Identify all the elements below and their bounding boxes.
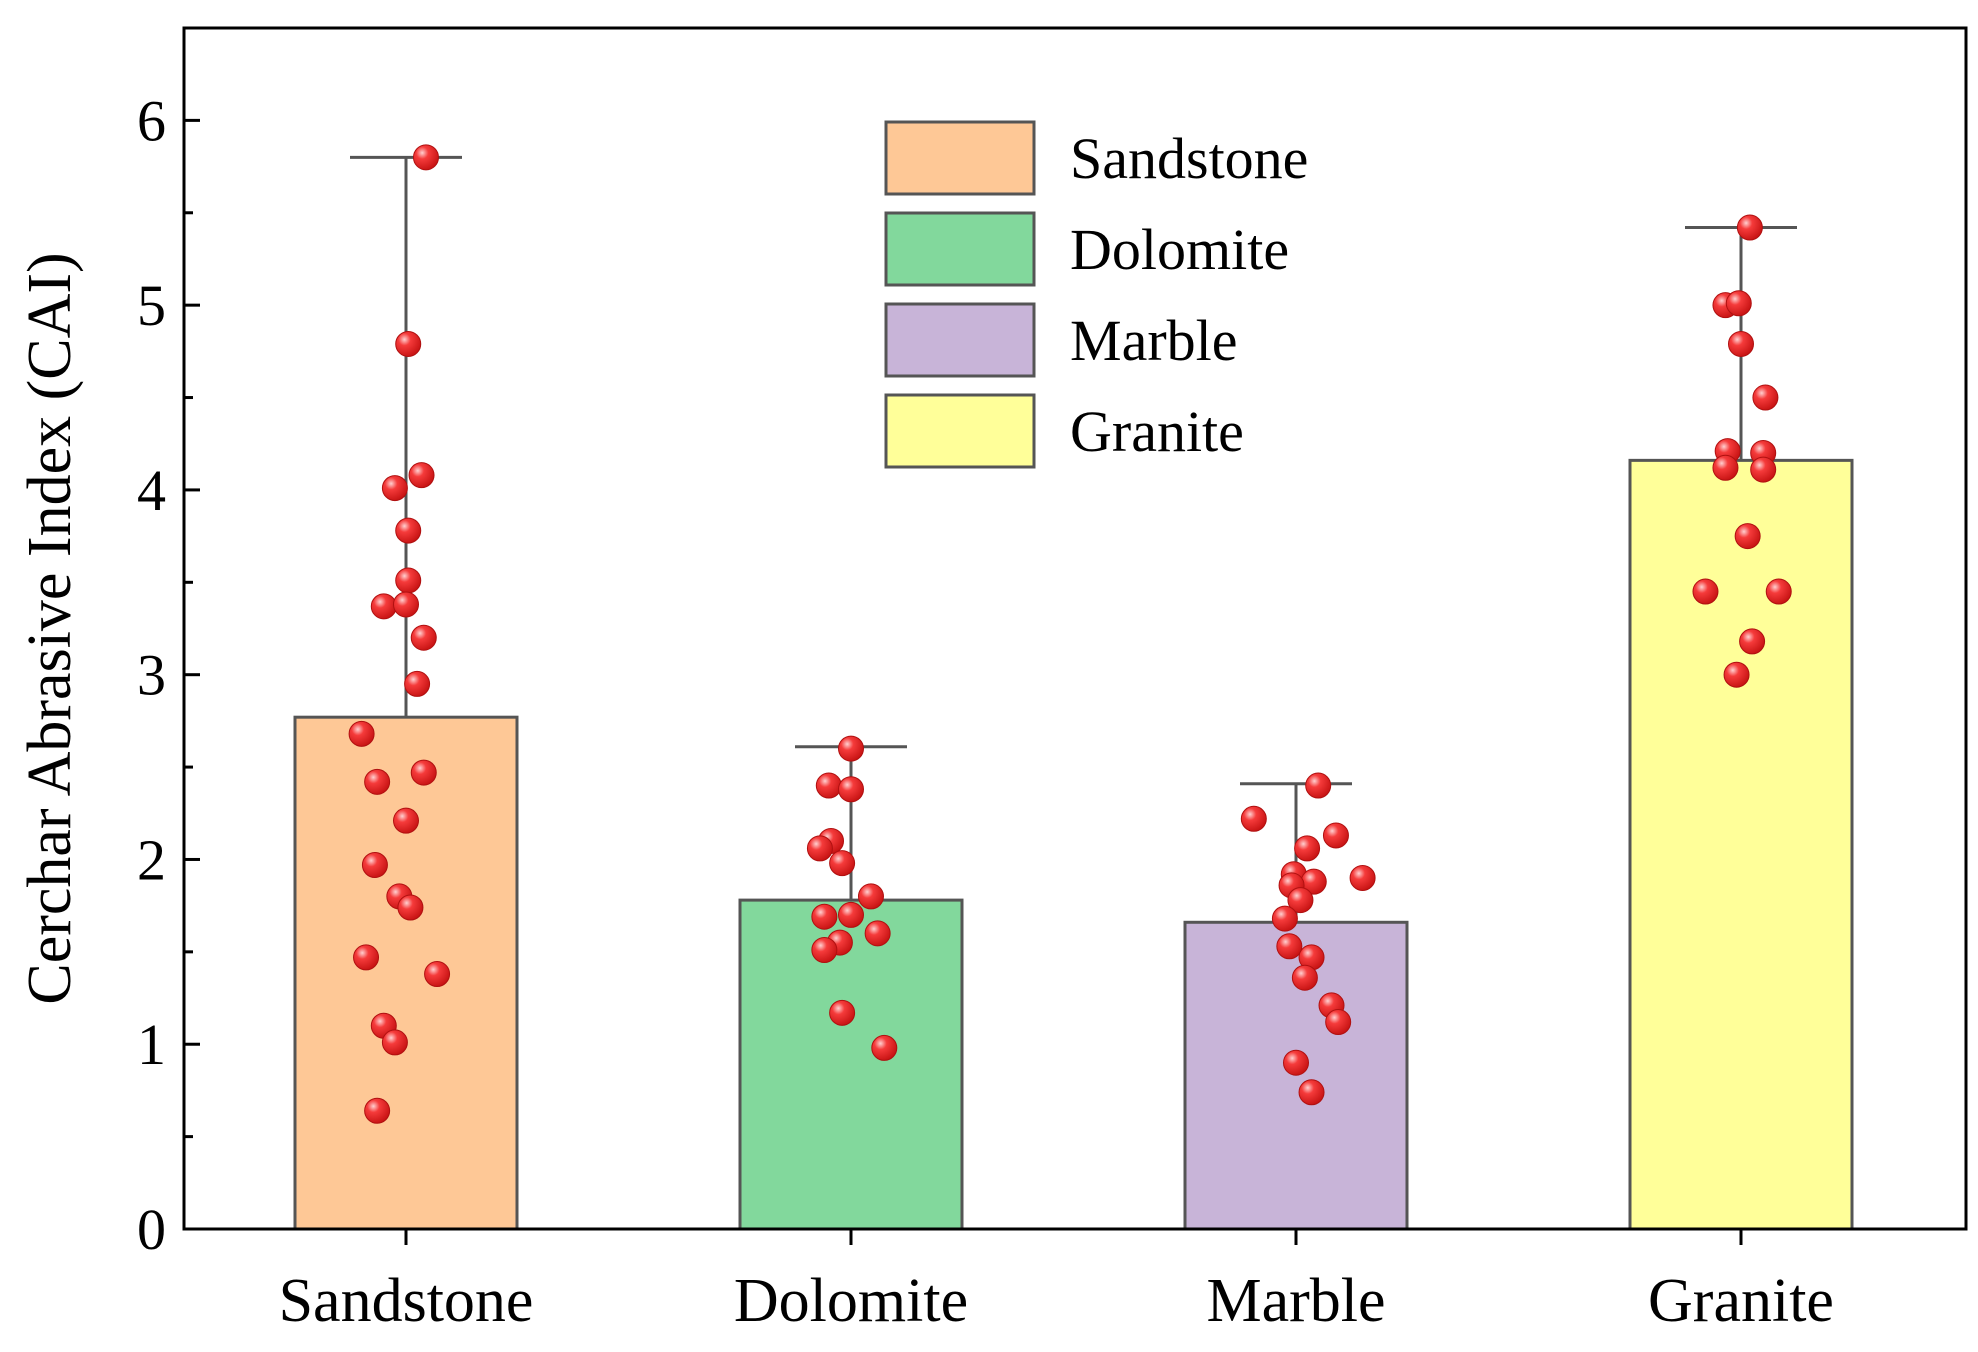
y-axis-title: Cerchar Abrasive Index (CAI) bbox=[16, 252, 84, 1004]
point-granite-14 bbox=[1723, 661, 1750, 688]
point-granite-12 bbox=[1765, 578, 1792, 605]
bar-sandstone bbox=[293, 715, 519, 1231]
point-sandstone-9 bbox=[410, 624, 437, 651]
point-sandstone-6 bbox=[395, 567, 422, 594]
point-sandstone-8 bbox=[393, 591, 419, 618]
bars-layer bbox=[293, 458, 1854, 1231]
point-marble-10 bbox=[1271, 905, 1298, 932]
point-sandstone-14 bbox=[393, 807, 419, 834]
points-layer bbox=[348, 144, 1792, 1124]
legend-label-dolomite: Dolomite bbox=[1070, 217, 1289, 282]
x-tick-label-marble: Marble bbox=[1206, 1267, 1385, 1335]
point-dolomite-9 bbox=[811, 903, 838, 930]
point-granite-3 bbox=[1725, 290, 1752, 317]
point-marble-1 bbox=[1305, 772, 1332, 799]
legend-label-sandstone: Sandstone bbox=[1070, 126, 1308, 191]
point-sandstone-12 bbox=[410, 759, 437, 786]
point-marble-9 bbox=[1287, 887, 1314, 914]
bar-dolomite bbox=[738, 898, 964, 1231]
point-marble-17 bbox=[1298, 1079, 1325, 1106]
x-tick-label-dolomite: Dolomite bbox=[734, 1267, 968, 1335]
point-marble-4 bbox=[1294, 835, 1321, 862]
point-sandstone-19 bbox=[424, 961, 451, 988]
y-tick-label-6: 6 bbox=[137, 88, 166, 153]
point-dolomite-14 bbox=[871, 1034, 898, 1061]
point-granite-9 bbox=[1750, 456, 1777, 483]
point-sandstone-22 bbox=[364, 1097, 391, 1124]
axes-layer: 0 1 2 3 4 5 6 Sandstone Dolomite Marble Granite bbox=[137, 26, 1968, 1335]
legend-swatch-sandstone bbox=[884, 120, 1036, 196]
point-sandstone-3 bbox=[408, 462, 435, 489]
legend-label-marble: Marble bbox=[1070, 308, 1238, 373]
point-sandstone-13 bbox=[364, 768, 391, 795]
point-dolomite-2 bbox=[815, 772, 842, 799]
point-sandstone-7 bbox=[370, 593, 397, 620]
y-tick-label-4: 4 bbox=[137, 458, 166, 523]
point-marble-15 bbox=[1325, 1009, 1352, 1036]
point-dolomite-10 bbox=[864, 920, 891, 947]
point-marble-3 bbox=[1322, 822, 1349, 849]
y-tick-label-5: 5 bbox=[137, 273, 166, 338]
y-tick-label-3: 3 bbox=[137, 643, 166, 708]
point-sandstone-18 bbox=[353, 944, 380, 971]
point-dolomite-3 bbox=[838, 776, 864, 803]
x-tick-label-sandstone: Sandstone bbox=[279, 1267, 534, 1335]
point-granite-8 bbox=[1712, 454, 1739, 481]
point-marble-11 bbox=[1276, 933, 1303, 960]
point-sandstone-4 bbox=[381, 475, 408, 502]
bar-granite bbox=[1628, 458, 1854, 1231]
point-sandstone-5 bbox=[395, 517, 422, 544]
legend-swatch-dolomite bbox=[884, 211, 1036, 287]
y-tick-label-1: 1 bbox=[137, 1012, 166, 1077]
x-tick-label-granite: Granite bbox=[1648, 1267, 1834, 1335]
legend-swatch-marble bbox=[884, 302, 1036, 378]
point-granite-11 bbox=[1692, 578, 1719, 605]
point-dolomite-7 bbox=[857, 883, 884, 910]
point-sandstone-21 bbox=[381, 1029, 408, 1056]
point-dolomite-6 bbox=[829, 850, 856, 877]
point-sandstone-2 bbox=[395, 330, 422, 357]
point-marble-2 bbox=[1240, 805, 1267, 832]
point-granite-4 bbox=[1728, 330, 1754, 357]
point-marble-16 bbox=[1283, 1049, 1309, 1076]
point-dolomite-12 bbox=[811, 936, 838, 963]
plot-frame bbox=[182, 26, 1968, 1231]
y-tick-label-0: 0 bbox=[137, 1197, 166, 1262]
point-dolomite-8 bbox=[838, 901, 864, 928]
point-sandstone-10 bbox=[404, 670, 431, 697]
point-granite-5 bbox=[1752, 384, 1779, 411]
point-sandstone-17 bbox=[397, 894, 424, 921]
point-dolomite-5 bbox=[806, 835, 833, 862]
legend-swatch-granite bbox=[884, 393, 1036, 469]
point-granite-1 bbox=[1736, 214, 1763, 241]
y-tick-label-2: 2 bbox=[137, 827, 166, 892]
point-sandstone-15 bbox=[361, 852, 388, 879]
point-dolomite-1 bbox=[838, 735, 864, 762]
point-sandstone-11 bbox=[348, 720, 375, 747]
point-granite-13 bbox=[1739, 628, 1766, 655]
point-marble-8 bbox=[1349, 864, 1376, 891]
point-sandstone-1 bbox=[412, 144, 439, 171]
legend-label-granite: Granite bbox=[1070, 399, 1244, 464]
point-granite-10 bbox=[1734, 523, 1761, 550]
legend: Sandstone Dolomite Marble Granite bbox=[884, 120, 1308, 469]
point-marble-13 bbox=[1291, 964, 1318, 991]
point-dolomite-13 bbox=[829, 999, 856, 1026]
